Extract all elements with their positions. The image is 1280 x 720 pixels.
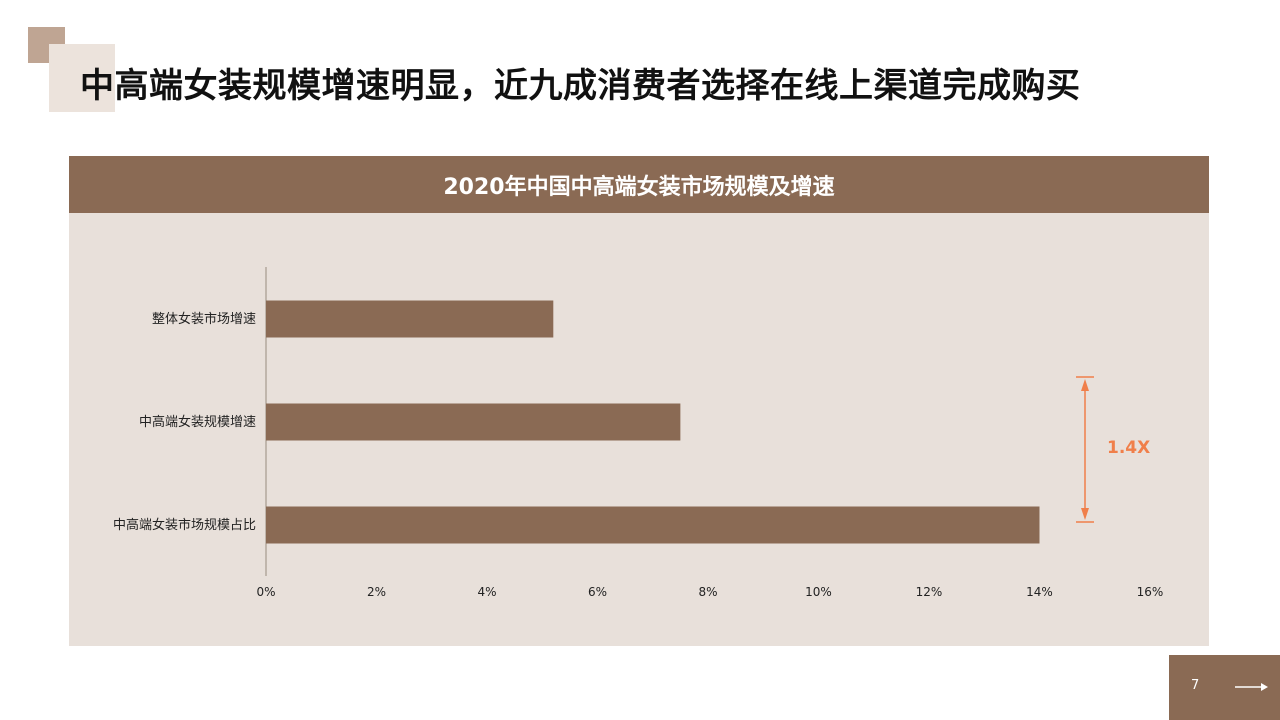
bar [266,300,554,338]
x-tick-label: 14% [1026,585,1053,599]
x-tick-label: 16% [1137,585,1164,599]
x-tick-label: 4% [477,585,496,599]
annotation-label: 1.4X [1107,438,1150,458]
category-label: 中高端女装规模增速 [139,414,256,430]
annotation-arrow-down [1081,508,1089,520]
decorative-square-light [49,44,115,112]
annotation-arrow-up [1081,379,1089,391]
x-tick-label: 0% [256,585,275,599]
x-tick-label: 12% [916,585,943,599]
bar [266,403,681,441]
chart-title: 2020年中国中高端女装市场规模及增速 [69,156,1209,213]
chart-panel: 2020年中国中高端女装市场规模及增速 整体女装市场增速中高端女装规模增速中高端… [69,156,1209,646]
category-label: 整体女装市场增速 [152,311,256,327]
x-tick-label: 8% [698,585,717,599]
x-tick-label: 6% [588,585,607,599]
category-label: 中高端女装市场规模占比 [113,517,256,533]
x-tick-label: 10% [805,585,832,599]
bar [266,506,1040,544]
page-title: 中高端女装规模增速明显，近九成消费者选择在线上渠道完成购买 [80,66,1081,106]
page-number: 7 [1191,678,1200,693]
page-badge: 7 [1169,655,1280,720]
next-arrow-icon[interactable] [1235,679,1269,695]
x-tick-label: 2% [367,585,386,599]
